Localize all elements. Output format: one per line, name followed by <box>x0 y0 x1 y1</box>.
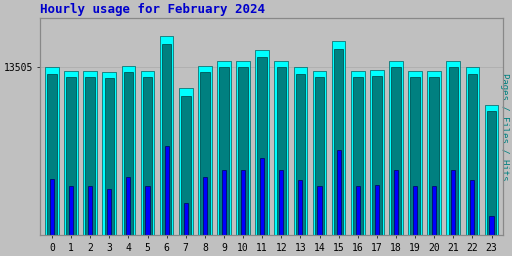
Bar <box>181 96 190 235</box>
Bar <box>203 177 207 235</box>
Bar <box>487 111 496 235</box>
Bar <box>451 170 455 235</box>
Bar <box>370 70 383 235</box>
Bar <box>86 77 95 235</box>
Bar <box>394 170 398 235</box>
Bar <box>465 67 479 235</box>
Bar <box>47 73 57 235</box>
Bar <box>88 186 92 235</box>
Bar <box>64 71 78 235</box>
Bar <box>351 71 365 235</box>
Bar <box>298 180 303 235</box>
Bar <box>372 76 381 235</box>
Bar <box>160 36 174 235</box>
Bar <box>353 77 362 235</box>
Bar <box>410 77 420 235</box>
Bar <box>432 186 436 235</box>
Bar <box>258 57 267 235</box>
Bar <box>313 71 326 235</box>
Bar <box>126 177 131 235</box>
Bar <box>179 88 193 235</box>
Bar <box>260 158 264 235</box>
Bar <box>389 61 403 235</box>
Bar <box>391 67 401 235</box>
Bar <box>471 180 475 235</box>
Bar <box>222 170 226 235</box>
Bar <box>200 72 209 235</box>
Bar <box>446 61 460 235</box>
Bar <box>66 77 76 235</box>
Bar <box>255 50 269 235</box>
Text: Hourly usage for February 2024: Hourly usage for February 2024 <box>40 4 266 16</box>
Bar <box>336 151 340 235</box>
Bar <box>449 67 458 235</box>
Bar <box>107 189 112 235</box>
Bar <box>69 186 73 235</box>
Bar <box>430 77 439 235</box>
Bar <box>274 61 288 235</box>
Bar <box>485 104 498 235</box>
Bar <box>236 61 250 235</box>
Bar <box>279 170 283 235</box>
Bar <box>217 61 231 235</box>
Bar <box>198 66 212 235</box>
Bar <box>162 44 172 235</box>
Y-axis label: Pages / Files / Hits: Pages / Files / Hits <box>500 72 508 180</box>
Bar <box>143 77 152 235</box>
Bar <box>276 67 286 235</box>
Bar <box>123 72 133 235</box>
Bar <box>467 73 477 235</box>
Bar <box>428 71 441 235</box>
Bar <box>413 186 417 235</box>
Bar <box>241 170 245 235</box>
Bar <box>102 72 116 235</box>
Bar <box>356 186 360 235</box>
Bar <box>238 67 248 235</box>
Bar <box>315 77 324 235</box>
Bar <box>104 79 114 235</box>
Bar <box>317 186 322 235</box>
Bar <box>145 186 150 235</box>
Bar <box>219 67 229 235</box>
Bar <box>295 73 305 235</box>
Bar <box>332 41 346 235</box>
Bar <box>121 66 135 235</box>
Bar <box>50 179 54 235</box>
Bar <box>83 71 97 235</box>
Bar <box>293 67 307 235</box>
Bar <box>184 202 188 235</box>
Bar <box>164 145 169 235</box>
Bar <box>408 71 422 235</box>
Bar <box>45 67 59 235</box>
Bar <box>489 216 494 235</box>
Bar <box>375 185 379 235</box>
Bar <box>141 71 155 235</box>
Bar <box>334 49 344 235</box>
